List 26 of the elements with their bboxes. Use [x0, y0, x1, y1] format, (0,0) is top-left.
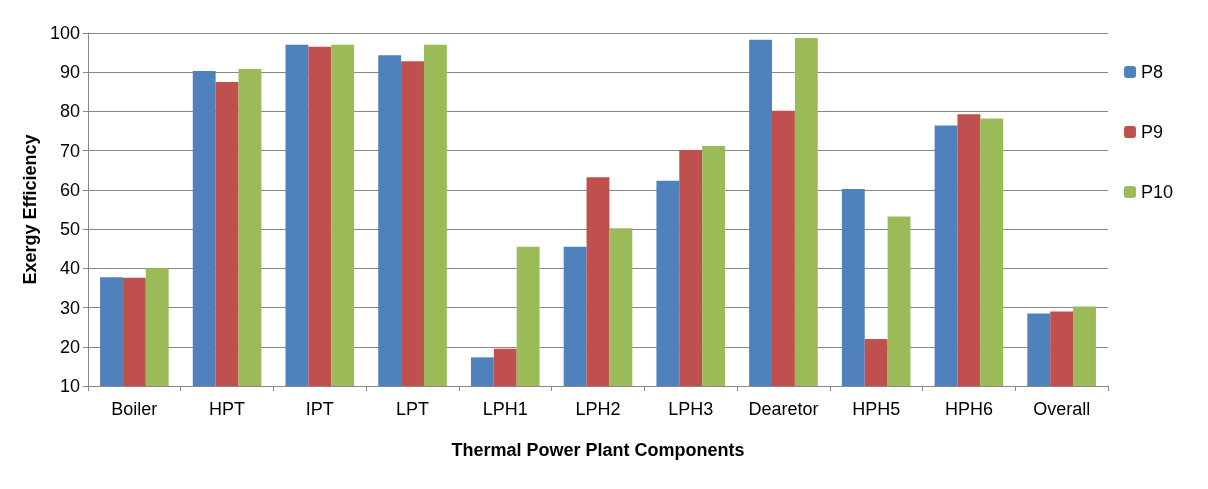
y-tick-label: 30 [59, 297, 80, 318]
legend-label: P9 [1140, 122, 1163, 142]
y-tick-label: 40 [59, 258, 80, 279]
x-tick-label: HPT [209, 399, 246, 419]
y-tick-label: 60 [59, 179, 80, 200]
x-tick-label: HPH6 [944, 399, 993, 419]
x-tick-label: LPH1 [482, 399, 528, 419]
x-tick-label: Overall [1033, 399, 1091, 419]
y-tick-label: 100 [49, 23, 80, 43]
y-tick-label: 50 [59, 219, 80, 240]
x-tick-label: IPT [305, 399, 334, 419]
y-tick-label: 80 [59, 101, 80, 122]
y-tick-label: 70 [59, 140, 80, 161]
y-tick-label: 10 [59, 376, 80, 396]
x-tick-label: LPH2 [575, 399, 621, 419]
x-tick-label: HPH5 [852, 399, 901, 419]
legend-label: P10 [1140, 182, 1173, 202]
y-tick-label: 20 [59, 336, 80, 357]
legend-label: P8 [1140, 62, 1163, 82]
x-tick-label: Boiler [111, 399, 158, 419]
x-axis-title: Thermal Power Plant Components [451, 440, 745, 460]
x-tick-label: LPT [396, 399, 430, 419]
x-tick-label: LPH3 [668, 399, 714, 419]
y-axis-title: Exergy Efficiency [20, 134, 41, 285]
y-tick-label: 90 [59, 62, 80, 83]
x-tick-label: Dearetor [748, 399, 819, 419]
